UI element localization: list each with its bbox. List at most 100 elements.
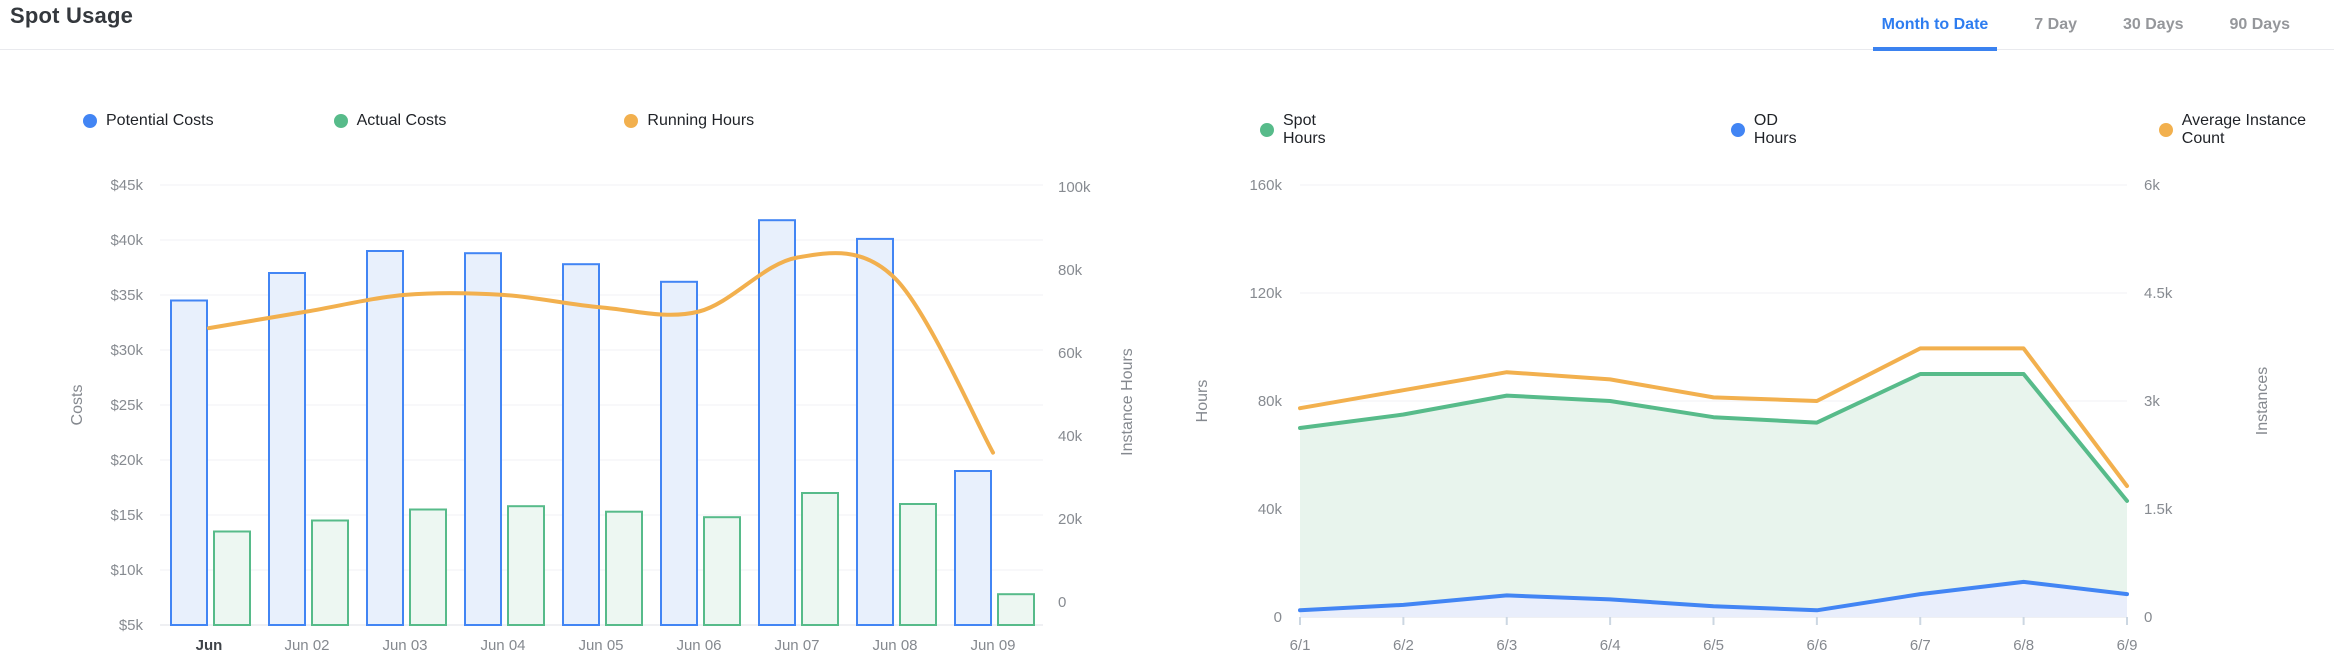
area-od-hours bbox=[1300, 581, 2127, 617]
line-running-hours[interactable] bbox=[207, 251, 995, 455]
y-left-tick-label: $30k bbox=[110, 342, 143, 359]
y-right-axis-name: Instance Hours bbox=[1119, 348, 1136, 456]
y-right-tick-label: 1.5k bbox=[2144, 501, 2173, 518]
x-axis-label: 6/8 bbox=[2013, 637, 2034, 654]
y-right-tick-label: 6k bbox=[2144, 177, 2160, 194]
y-left-tick-label: $45k bbox=[110, 177, 143, 194]
bar-potential-costs-jun-04[interactable] bbox=[464, 252, 502, 626]
legend-label: Spot Hours bbox=[1283, 112, 1326, 147]
bar-potential-costs-jun-06[interactable] bbox=[660, 280, 698, 627]
page-title: Spot Usage bbox=[10, 3, 134, 28]
time-range-tabs: Month to Date 7 Day 30 Days 90 Days bbox=[1872, 0, 2291, 51]
bar-potential-costs-jun-05[interactable] bbox=[562, 263, 600, 626]
legend-item-od-hours[interactable]: OD Hours bbox=[1730, 112, 1816, 148]
page-header: Spot Usage Month to Date 7 Day 30 Days 90 D… bbox=[0, 0, 2334, 51]
costs-chart[interactable]: $45k $40k $35k $30k $25k $20k $15k $10k $5k 100k 8… bbox=[0, 140, 1160, 672]
y-right-tick-label: 40k bbox=[1058, 428, 1083, 445]
bar-potential-costs-jun-02[interactable] bbox=[268, 272, 306, 626]
y-right-axis-name: Instances bbox=[2254, 367, 2271, 435]
legend-item-running-hours[interactable]: Running Hours bbox=[624, 112, 754, 130]
y-right-tick-label: 4.5k bbox=[2144, 285, 2173, 302]
y-left-tick-label: $20k bbox=[110, 452, 143, 469]
x-axis-label: Jun 03 bbox=[382, 637, 427, 654]
x-axis-label: 6/7 bbox=[1910, 637, 1931, 654]
x-axis-label: 6/4 bbox=[1600, 637, 1621, 654]
line-od-hours[interactable] bbox=[1298, 579, 2129, 613]
x-axis-label: 6/9 bbox=[2117, 637, 2138, 654]
legend-item-actual-costs[interactable]: Actual Costs bbox=[333, 112, 447, 130]
usage-hours-chart[interactable]: 160k 6k 120k 4.5k 80k 3k 40k 1.5k 0 0 Hours Instanc… bbox=[1160, 140, 2334, 672]
legend-label: Average Instance Count bbox=[2181, 112, 2306, 147]
costs-chart-legend: Potential Costs Actual Costs Running Hours bbox=[83, 112, 754, 130]
y-right-tick-label: 0 bbox=[2144, 609, 2152, 626]
x-axis-label: Jun 09 bbox=[970, 637, 1015, 654]
area-spot-hours bbox=[1300, 374, 2127, 617]
y-right-tick-label: 80k bbox=[1058, 262, 1083, 279]
x-axis-label: Jun 08 bbox=[872, 637, 917, 654]
y-right-tick-label: 3k bbox=[2144, 393, 2160, 410]
bar-actual-costs-jun-08[interactable] bbox=[899, 503, 937, 626]
y-left-tick-label: 160k bbox=[1249, 177, 1282, 194]
y-left-tick-label: 80k bbox=[1258, 393, 1283, 410]
bar-potential-costs-jun-03[interactable] bbox=[366, 250, 404, 626]
legend-item-potential-costs[interactable]: Potential Costs bbox=[83, 112, 214, 130]
legend-color-dot-icon bbox=[1260, 123, 1274, 137]
bar-potential-costs-jun-08[interactable] bbox=[856, 237, 894, 627]
tab-90-days[interactable]: 90 Days bbox=[2229, 16, 2291, 33]
bar-actual-costs-jun[interactable] bbox=[213, 530, 251, 626]
line-average-instance-count[interactable] bbox=[1298, 346, 2129, 488]
x-axis-label: Jun 07 bbox=[774, 637, 819, 654]
x-axis-label: Jun 06 bbox=[676, 637, 721, 654]
y-left-tick-label: 40k bbox=[1258, 501, 1283, 518]
x-axis-label: Jun 04 bbox=[480, 637, 525, 654]
y-right-tick-label: 60k bbox=[1058, 345, 1083, 362]
bar-actual-costs-jun-09[interactable] bbox=[997, 593, 1035, 627]
legend-label: OD Hours bbox=[1753, 112, 1797, 147]
bar-actual-costs-jun-04[interactable] bbox=[507, 505, 545, 627]
legend-color-dot-icon bbox=[83, 114, 97, 128]
legend-color-dot-icon bbox=[2158, 123, 2173, 137]
x-axis-label: Jun 02 bbox=[284, 637, 329, 654]
tab-30-days[interactable]: 30 Days bbox=[2123, 16, 2184, 33]
y-right-tick-label: 0 bbox=[1058, 594, 1066, 611]
tab-7-day[interactable]: 7 Day bbox=[2034, 16, 2077, 33]
bar-actual-costs-jun-05[interactable] bbox=[605, 510, 643, 627]
y-left-tick-label: 120k bbox=[1249, 285, 1282, 302]
y-right-tick-label: 20k bbox=[1058, 511, 1083, 528]
legend-color-dot-icon bbox=[624, 114, 639, 128]
line-spot-hours[interactable] bbox=[1298, 372, 2129, 503]
bar-actual-costs-jun-03[interactable] bbox=[409, 508, 447, 626]
x-axis-label: 6/2 bbox=[1393, 637, 1414, 654]
bar-potential-costs-jun[interactable] bbox=[170, 299, 208, 626]
bar-actual-costs-jun-06[interactable] bbox=[703, 516, 741, 627]
y-left-tick-label: $35k bbox=[110, 287, 143, 304]
y-right-tick-label: 100k bbox=[1058, 179, 1091, 196]
bar-actual-costs-jun-07[interactable] bbox=[801, 492, 839, 626]
y-left-tick-label: $25k bbox=[110, 397, 143, 414]
y-left-tick-label: $5k bbox=[119, 617, 144, 634]
legend-label: Potential Costs bbox=[106, 112, 214, 129]
bar-actual-costs-jun-02[interactable] bbox=[311, 519, 349, 626]
bar-potential-costs-jun-09[interactable] bbox=[954, 470, 992, 626]
legend-color-dot-icon bbox=[333, 114, 348, 128]
legend-item-spot-hours[interactable]: Spot Hours bbox=[1260, 112, 1353, 148]
y-left-axis-name: Costs bbox=[69, 385, 86, 426]
bar-potential-costs-jun-07[interactable] bbox=[758, 219, 796, 626]
x-axis-label: 6/5 bbox=[1703, 637, 1724, 654]
x-axis-label: 6/1 bbox=[1290, 637, 1311, 654]
legend-label: Running Hours bbox=[647, 112, 755, 129]
x-axis-label: Jun 05 bbox=[578, 637, 623, 654]
y-left-tick-label: $10k bbox=[110, 562, 143, 579]
y-left-tick-label: $40k bbox=[110, 232, 143, 249]
tab-month-to-date[interactable]: Month to Date bbox=[1872, 0, 1997, 51]
usage-chart-legend: Spot Hours OD Hours Average Instance Count bbox=[1260, 112, 2334, 148]
x-axis-label: 6/6 bbox=[1806, 637, 1827, 654]
x-axis-label: 6/3 bbox=[1496, 637, 1517, 654]
x-axis-label: Jun bbox=[196, 637, 223, 654]
legend-label: Actual Costs bbox=[356, 112, 447, 129]
legend-item-average-instance-count[interactable]: Average Instance Count bbox=[2158, 112, 2334, 148]
y-left-tick-label: 0 bbox=[1274, 609, 1282, 626]
legend-color-dot-icon bbox=[1730, 123, 1745, 137]
y-left-axis-name: Hours bbox=[1194, 380, 1211, 423]
y-left-tick-label: $15k bbox=[110, 507, 143, 524]
